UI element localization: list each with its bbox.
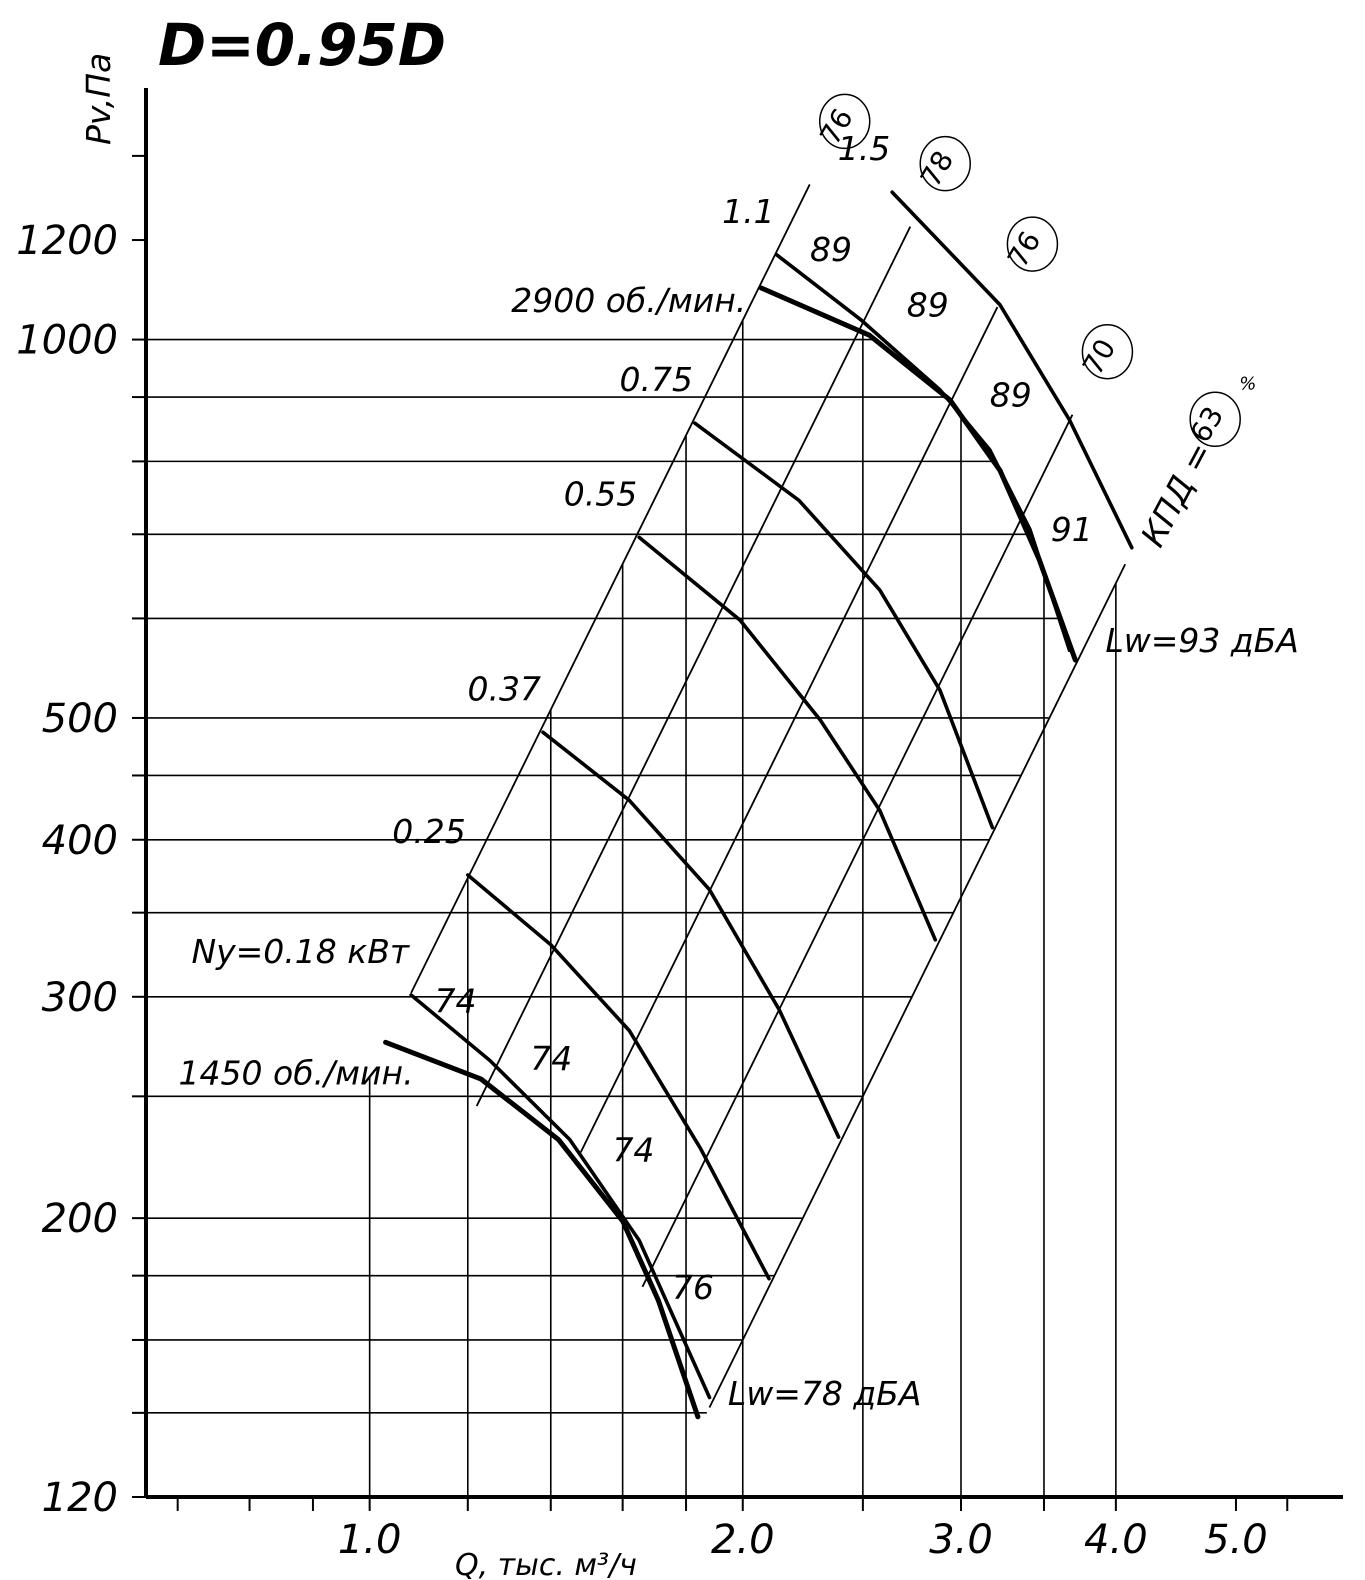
- power-label: 0.55: [564, 474, 637, 513]
- efficiency-circle: [919, 135, 971, 192]
- power-label: 0.75: [619, 360, 692, 399]
- power-label: 1.5: [838, 129, 890, 168]
- speed-curve: [758, 285, 1078, 663]
- y-tick-label: 500: [42, 696, 118, 742]
- y-tick-label: 1200: [16, 218, 118, 264]
- efficiency-circle: [818, 93, 871, 150]
- y-tick-label: 300: [42, 975, 118, 1021]
- system-line: [579, 306, 999, 1153]
- power-label: Ny=0.18 кВт: [191, 932, 410, 971]
- y-axis-label: Pv,Па: [79, 53, 118, 145]
- system-line: [475, 226, 912, 1107]
- efficiency-label: 76: [1001, 226, 1047, 273]
- efficiency-label: 78: [914, 145, 960, 192]
- efficiency-circle: [1189, 391, 1241, 448]
- efficiency-label: 70: [1076, 333, 1122, 380]
- speed-label: 1450 об./мин.: [179, 1053, 414, 1092]
- power-curve: [693, 421, 995, 830]
- efficiency-value: 74: [612, 1131, 654, 1170]
- speed-curve: [383, 1039, 701, 1420]
- efficiency-value: 76: [672, 1268, 714, 1307]
- efficiency-value: 89: [907, 285, 949, 324]
- power-label: 0.37: [468, 669, 541, 708]
- efficiency-value: 89: [810, 230, 852, 269]
- x-axis-label: Q, тыс. м³/ч: [455, 1548, 637, 1580]
- efficiency-circle: [1006, 216, 1059, 272]
- power-label: 1.1: [722, 192, 774, 231]
- x-tick-label: 2.0: [711, 1517, 775, 1563]
- power-curve: [637, 535, 938, 942]
- system-line: [641, 414, 1074, 1288]
- power-curve: [466, 873, 771, 1281]
- efficiency-circle: [1081, 323, 1134, 380]
- x-tick-label: 5.0: [1204, 1517, 1268, 1563]
- y-tick-label: 120: [42, 1475, 118, 1521]
- x-tick-label: 3.0: [929, 1517, 993, 1563]
- efficiency-value: 74: [435, 981, 477, 1020]
- chart-title: D=0.95D: [158, 11, 446, 79]
- system-line: [410, 184, 811, 994]
- speed-label: 2900 об./мин.: [511, 281, 746, 320]
- noise-label: Lw=78 дБА: [728, 1374, 922, 1413]
- efficiency-unit: %: [1239, 373, 1256, 394]
- y-tick-label: 400: [42, 818, 118, 864]
- efficiency-value: 89: [990, 376, 1032, 415]
- power-curve: [541, 730, 841, 1139]
- x-tick-label: 1.0: [338, 1517, 402, 1563]
- y-tick-label: 200: [42, 1196, 118, 1242]
- x-tick-label: 4.0: [1084, 1517, 1148, 1563]
- y-tick-label: 1000: [16, 318, 118, 364]
- efficiency-prefix: КПД =: [1133, 436, 1220, 553]
- power-label: 0.25: [392, 812, 465, 851]
- power-curve: [890, 190, 1134, 550]
- noise-label: Lw=93 дБА: [1105, 621, 1299, 660]
- efficiency-value: 74: [530, 1039, 572, 1078]
- power-curve: [409, 993, 712, 1400]
- system-line: [708, 563, 1126, 1408]
- efficiency-value: 91: [1051, 510, 1093, 549]
